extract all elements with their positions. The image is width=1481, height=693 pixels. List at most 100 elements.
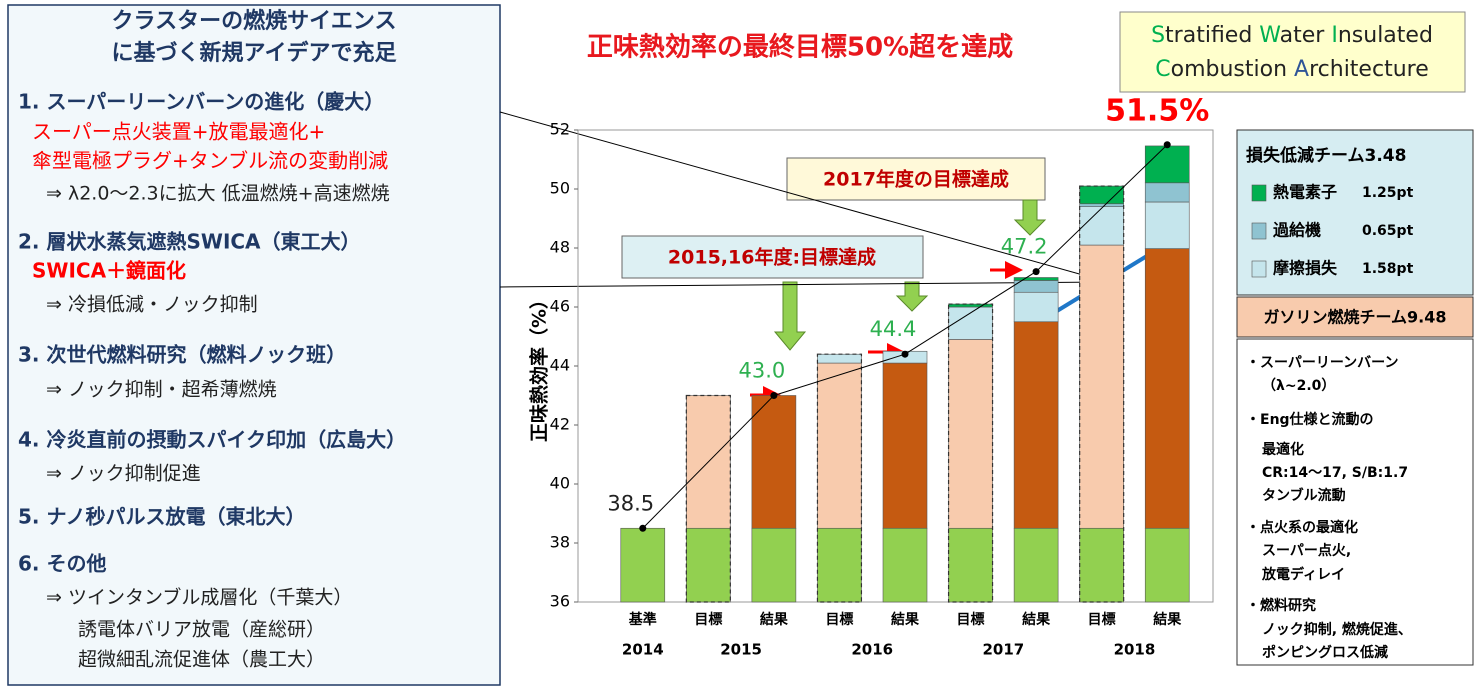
item-line: ⇒ ノック抑制・超希薄燃焼 (46, 379, 277, 401)
swica-part: C (1155, 57, 1170, 82)
line-segment (642, 395, 775, 529)
item-line: ⇒ ノック抑制促進 (46, 463, 201, 485)
target-outline (1079, 185, 1125, 603)
year-label: 2015 (720, 641, 762, 659)
gasoline-line: （λ~2.0） (1262, 378, 1335, 394)
bar-segment (1013, 321, 1059, 529)
arrows (773, 199, 1047, 351)
line-point (770, 392, 778, 399)
target-outline (947, 303, 994, 603)
bar-segment (882, 527, 928, 603)
gasoline-team-box (1236, 338, 1474, 666)
y-tick-label: 40 (550, 474, 570, 493)
gasoline-line: ・Eng仕様と流動の (1246, 411, 1374, 428)
gasoline-team-header (1236, 296, 1474, 338)
line-segment (773, 353, 906, 396)
x-tick-label: 結果 (1153, 611, 1182, 628)
bar-segment (1079, 244, 1124, 529)
y-tick-label: 48 (550, 238, 570, 257)
gasoline-line: 最適化 (1262, 441, 1304, 458)
gasoline-line: スーパー点火, (1262, 542, 1351, 559)
swica-part: W (1259, 23, 1281, 48)
item-line: SWICA＋鏡面化 (32, 259, 186, 283)
swica-line: Stratified Water Insulated (1151, 23, 1433, 48)
bar-segment (751, 395, 797, 529)
bar-segment (1013, 291, 1059, 323)
x-tick-label: 目標 (957, 611, 985, 628)
gasoline-line: タンブル流動 (1262, 487, 1346, 504)
line-point (1163, 141, 1171, 149)
legend-value: 1.25pt (1362, 185, 1414, 201)
bar-segment (1144, 201, 1190, 249)
gasoline-line: ポンピングロス低減 (1262, 644, 1388, 661)
swica-part: tratified (1165, 23, 1259, 48)
y-tick-label: 46 (550, 297, 570, 316)
annotation: 2015,16年度:目標達成 (668, 246, 876, 269)
x-tick-label: 結果 (760, 611, 789, 628)
item-line: ⇒ λ2.0～2.3に拡大 低温燃焼+高速燃焼 (46, 183, 390, 205)
legend-swatch (1251, 222, 1267, 240)
connector-lines (499, 111, 1109, 288)
x-tick-label: 目標 (825, 611, 853, 628)
swica-part: ater (1280, 23, 1332, 48)
item-line: ⇒ ツインタンブル成層化（千葉大） (46, 586, 352, 609)
bar-segment (1079, 203, 1124, 208)
y-tick-label: 50 (550, 179, 570, 198)
bar-segment (1079, 185, 1124, 205)
line-segment (1035, 144, 1168, 272)
x-tick-label: 結果 (891, 611, 920, 628)
legend-swatch (1251, 184, 1267, 202)
legend-name: 過給機 (1272, 221, 1321, 240)
item-line: スーパー点火装置+放電最適化+ (32, 120, 325, 144)
x-tick-label: 結果 (1022, 611, 1051, 628)
year-label: 2017 (982, 641, 1024, 659)
item-line: ⇒ 冷損低減・ノック抑制 (46, 294, 258, 316)
y-axis-label: 正味熱効率（%） (528, 290, 551, 442)
year-label: 2014 (622, 641, 664, 659)
y-tick-label: 52 (550, 120, 570, 139)
bar-segment (817, 353, 862, 364)
x-tick-label: 基準 (629, 611, 657, 628)
legend-value: 1.58pt (1362, 261, 1414, 277)
target-outline (685, 394, 731, 603)
loss-team-box (1236, 129, 1474, 296)
swica-part: ombustion (1171, 57, 1294, 82)
value-label: 47.2 (1001, 235, 1048, 259)
item-heading: 1. スーパーリーンバーンの進化（慶大） (18, 90, 384, 114)
item-heading: 2. 層状水蒸気遮熱SWICA（東工大） (18, 230, 361, 254)
swica-part: S (1151, 23, 1165, 48)
line-point (901, 350, 909, 358)
swica-box (1119, 11, 1466, 93)
legend-swatch (1251, 260, 1267, 278)
y-tick-label: 44 (550, 356, 570, 375)
swica-part: I (1331, 23, 1338, 48)
bar-segment (948, 306, 993, 340)
bar-segment (1079, 206, 1124, 246)
legend-name: 熱電素子 (1273, 183, 1337, 202)
panel-title: に基づく新規アイデアで充足 (112, 40, 397, 66)
item-heading: 6. その他 (18, 552, 106, 576)
bar-segment (751, 527, 797, 603)
bar-segment (948, 339, 993, 529)
annotation-box (786, 157, 1046, 201)
y-tick-label: 36 (550, 592, 570, 611)
bar-segment (620, 527, 666, 603)
bar-segment (1013, 527, 1059, 603)
bar-segment (1144, 145, 1190, 184)
bar-segment (817, 527, 862, 603)
bar-segment (817, 362, 862, 529)
line-segment (904, 271, 1037, 355)
x-tick-label: 目標 (1088, 611, 1116, 628)
gasoline-line: ・点火系の最適化 (1246, 519, 1358, 536)
gasoline-line: CR:14～17, S/B:1.7 (1262, 465, 1408, 481)
item-line: 超微細乱流促進体（農工大） (78, 649, 325, 671)
y-tick-label: 42 (550, 415, 570, 434)
annotation: 2017年度の目標達成 (823, 168, 1009, 191)
bar-segment (1013, 277, 1059, 281)
item-heading: 5. ナノ秒パルス放電（東北大） (18, 505, 305, 529)
swica-part: rchitecture (1309, 57, 1429, 82)
year-label: 2016 (851, 641, 893, 659)
gasoline-line: ・スーパーリーンバーン (1246, 355, 1398, 371)
bar-segment (1144, 182, 1190, 203)
